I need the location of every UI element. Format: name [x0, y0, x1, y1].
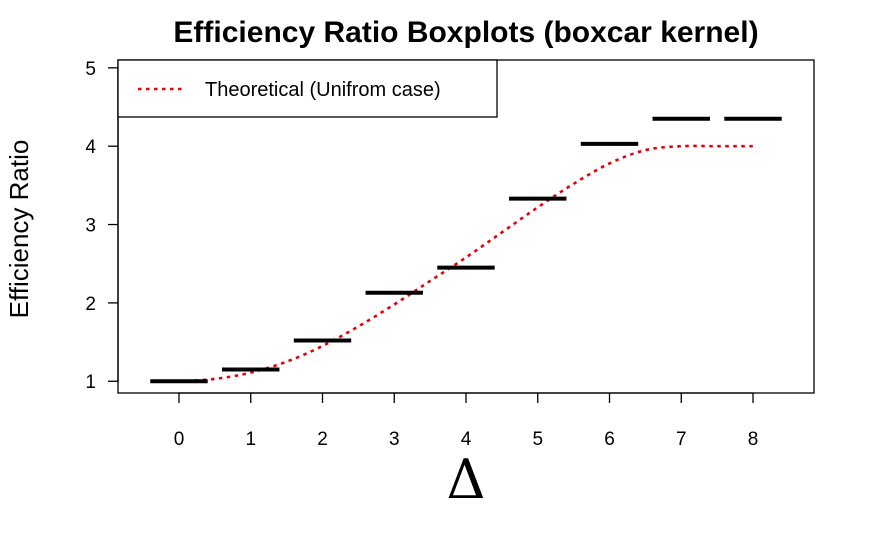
x-axis-label: Δ [447, 448, 486, 511]
y-tick-label: 4 [85, 137, 96, 158]
x-tick-label: 3 [389, 429, 400, 450]
y-tick-label: 1 [85, 372, 96, 393]
y-axis-label: Efficiency Ratio [4, 140, 34, 319]
y-axis: 1 2 3 4 5 [85, 59, 119, 393]
theoretical-curve [178, 144, 754, 383]
y-tick-label: 5 [85, 59, 96, 80]
x-tick-label: 2 [317, 429, 328, 450]
x-tick-label: 4 [461, 429, 472, 450]
y-tick-label: 3 [85, 216, 96, 237]
x-tick-label: 6 [604, 429, 615, 450]
legend: Theoretical (Unifrom case) [117, 59, 498, 118]
x-tick-label: 5 [532, 429, 543, 450]
y-tick-label: 2 [85, 294, 96, 315]
legend-label: Theoretical (Unifrom case) [205, 79, 441, 101]
boxplot-layer [150, 116, 782, 384]
theoretical-curve-layer [178, 144, 754, 383]
x-axis: 0 1 2 3 4 5 6 7 8 [174, 392, 759, 450]
x-tick-label: 1 [245, 429, 256, 450]
chart-title: Efficiency Ratio Boxplots (boxcar kernel… [173, 16, 758, 49]
x-tick-label: 0 [174, 429, 185, 450]
x-tick-label: 7 [676, 429, 687, 450]
x-tick-label: 8 [748, 429, 759, 450]
